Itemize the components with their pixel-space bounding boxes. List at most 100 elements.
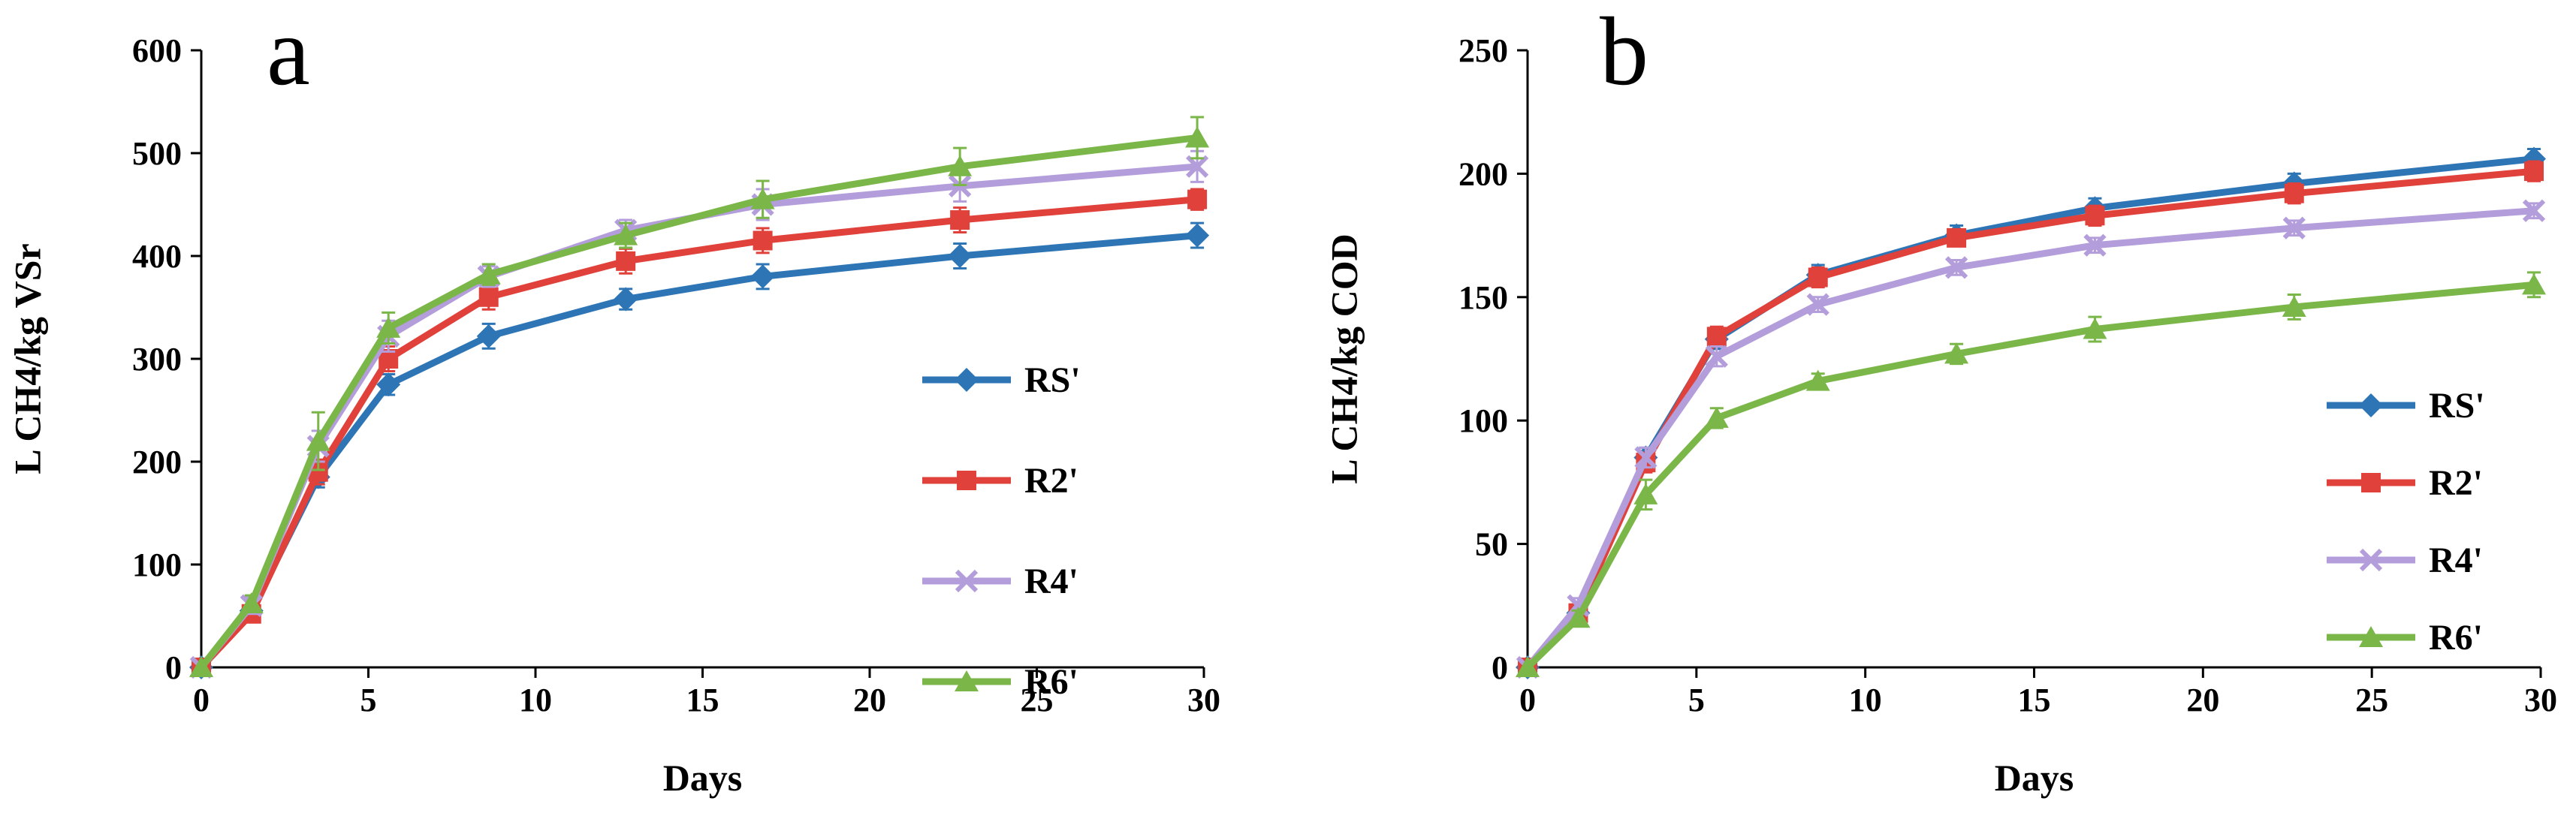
data-point [1944, 256, 1968, 279]
y-axis-title: L CH4/kg COD [1323, 233, 1365, 483]
data-point [1185, 155, 1209, 178]
legend-label: R4' [1024, 562, 1078, 601]
y-tick-label: 500 [132, 135, 182, 172]
data-point [2522, 199, 2546, 222]
x-tick-label: 5 [1688, 682, 1705, 718]
data-point [2524, 161, 2544, 182]
data-point [1947, 227, 1967, 248]
x-tick-label: 25 [1021, 682, 1054, 718]
data-point [750, 188, 775, 209]
legend-label: R6' [1024, 662, 1078, 702]
y-tick-label: 50 [1475, 526, 1508, 563]
y-tick-label: 250 [1458, 32, 1508, 69]
series-r6p [1516, 271, 2547, 677]
y-tick-label: 0 [165, 649, 182, 686]
data-point [2083, 318, 2107, 339]
legend-entry: RS' [922, 360, 1081, 400]
data-point [1187, 189, 1208, 209]
data-point [1944, 342, 1969, 364]
series-r4p [1516, 199, 2546, 679]
legend-marker [2359, 393, 2383, 417]
data-point [476, 324, 501, 348]
legend-marker [955, 569, 979, 593]
data-point [376, 316, 401, 338]
y-tick-label: 100 [1458, 402, 1508, 439]
y-axis-title: L CH4/kg VSr [6, 243, 48, 474]
x-tick-label: 30 [1187, 682, 1220, 718]
legend-entry: R6' [922, 662, 1078, 702]
data-point [1704, 406, 1729, 428]
legend-label: RS' [1024, 360, 1081, 400]
data-point [1705, 345, 1728, 368]
data-point [1808, 267, 1828, 288]
panel-b: 0 50 100 150 200 250 0 5 10 15 20 25 30 Days L CH4/kg … [1323, 0, 2557, 799]
data-point [2522, 273, 2547, 295]
data-point [750, 264, 775, 289]
panel-letter: b [1600, 0, 1648, 106]
x-axis-title: Days [1995, 757, 2074, 799]
data-point [2282, 216, 2306, 239]
data-point [753, 230, 773, 251]
x-tick-label: 25 [2355, 682, 2388, 718]
y-tick-label: 100 [132, 546, 182, 583]
data-point [478, 287, 499, 307]
x-tick-label: 10 [1849, 682, 1882, 718]
data-point [239, 592, 264, 614]
y-tick-label: 150 [1458, 279, 1508, 316]
legend-marker [2359, 626, 2383, 647]
data-point [614, 224, 638, 245]
legend-label: R6' [2429, 618, 2483, 658]
y-tick-label: 200 [1458, 155, 1508, 192]
legend-label: R2' [2429, 463, 2483, 503]
y-tick-label: 600 [132, 32, 182, 69]
legend-entry: R4' [922, 562, 1078, 601]
x-tick-label: 20 [2186, 682, 2219, 718]
data-point [948, 244, 973, 268]
x-axis-title: Days [663, 757, 743, 799]
data-point [1633, 483, 1658, 504]
x-tick-label: 10 [519, 682, 552, 718]
data-point [1516, 656, 1540, 677]
legend-marker [955, 368, 979, 392]
legend-marker [957, 471, 976, 490]
y-tick-label: 400 [132, 238, 182, 275]
data-point [306, 429, 330, 451]
data-point [1706, 327, 1727, 347]
data-point [1566, 607, 1591, 628]
legend-marker [955, 670, 979, 691]
legend-label: R2' [1024, 461, 1078, 501]
data-point [950, 210, 970, 230]
series-r6p [189, 116, 1210, 677]
legend-entry: RS' [2327, 386, 2485, 426]
x-tick-label: 15 [686, 682, 719, 718]
data-point [2282, 295, 2306, 317]
series-line [198, 232, 1201, 671]
data-point [1805, 369, 1830, 391]
y-tick-label: 300 [132, 341, 182, 378]
data-point [1634, 446, 1658, 469]
y-tick-label: 0 [1492, 649, 1508, 686]
data-point [1185, 126, 1210, 148]
legend-entry: R2' [922, 461, 1078, 501]
legend-label: R4' [2429, 540, 2483, 580]
x-tick-label: 0 [1519, 682, 1536, 718]
data-point [189, 656, 213, 677]
series-r2p [192, 188, 1208, 677]
legend-marker [2361, 473, 2381, 492]
legend-entry: R4' [2327, 540, 2483, 580]
series-line [1524, 281, 2538, 671]
x-tick-label: 5 [360, 682, 377, 718]
data-point [1185, 223, 1210, 248]
panel-letter: a [267, 0, 310, 106]
x-tick-label: 15 [2018, 682, 2051, 718]
legend-entry: R6' [2327, 618, 2483, 658]
data-point [616, 251, 636, 271]
x-tick-label: 30 [2524, 682, 2557, 718]
data-point [614, 287, 638, 312]
data-point [2085, 206, 2105, 226]
data-point [2284, 183, 2304, 203]
legend-label: RS' [2429, 386, 2485, 426]
data-point [2083, 233, 2107, 257]
legend-marker [2359, 548, 2383, 572]
data-point [948, 155, 973, 176]
